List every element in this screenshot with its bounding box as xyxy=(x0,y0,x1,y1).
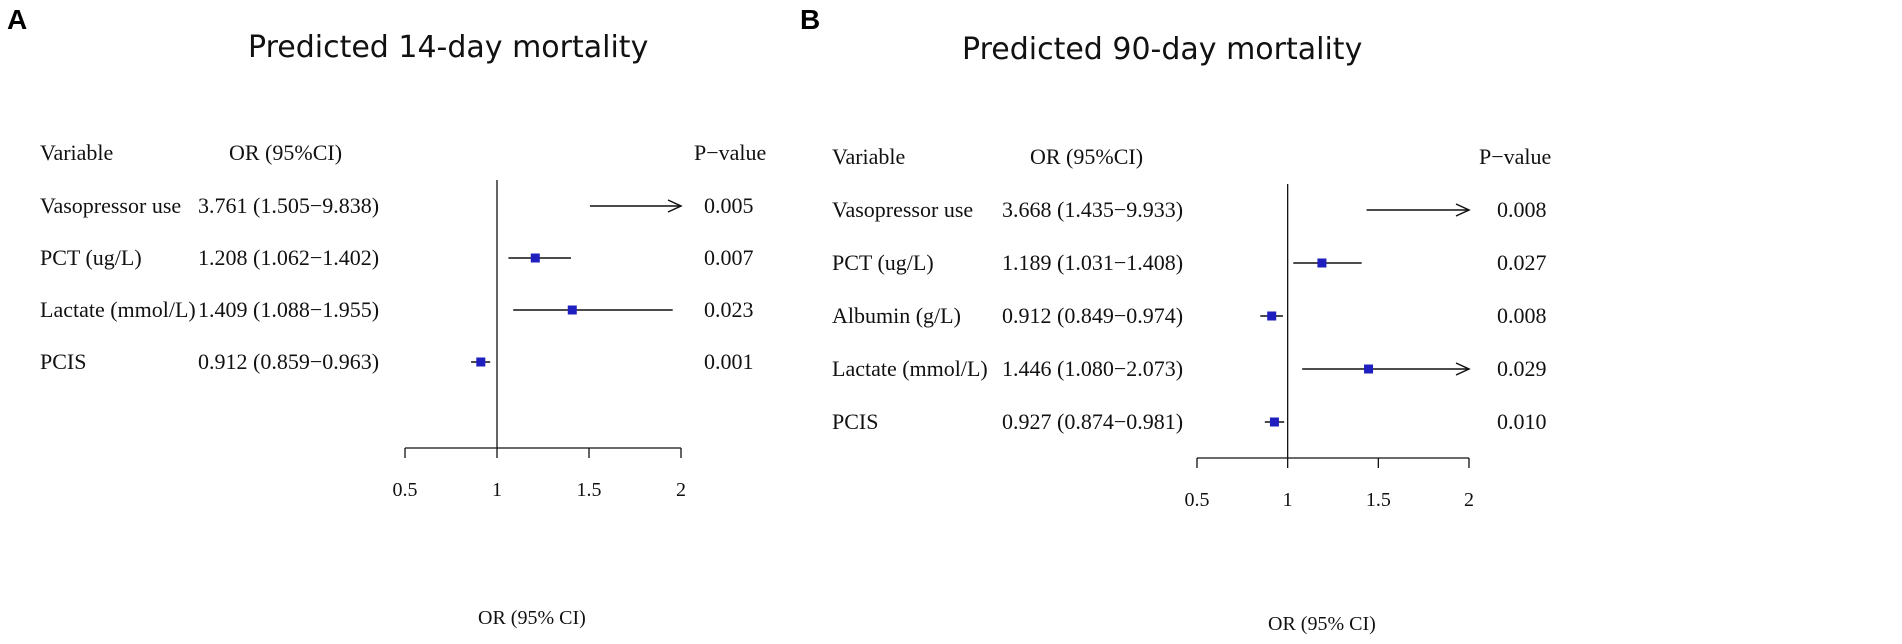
row-p-value-b: 0.027 xyxy=(1497,250,1547,275)
ci-arrow-a xyxy=(667,199,683,213)
row-variable-label-a: PCIS xyxy=(40,349,87,374)
x-tick-label-b: 1.5 xyxy=(1366,489,1391,511)
row-or-text-b: 3.668 (1.435−9.933) xyxy=(1002,197,1184,222)
row-p-value-b: 0.010 xyxy=(1497,409,1547,434)
row-or-text-a: 1.208 (1.062−1.402) xyxy=(198,245,380,270)
header-variable-b: Variable xyxy=(832,144,906,169)
row-variable-label-a: PCT (ug/L) xyxy=(40,245,142,270)
row-or-text-b: 0.912 (0.849−0.974) xyxy=(1002,303,1184,328)
or-marker-a xyxy=(567,305,577,315)
x-tick-label-a: 0.5 xyxy=(393,479,418,501)
row-variable-label-b: Vasopressor use xyxy=(832,197,974,222)
row-or-text-a: 3.761 (1.505−9.838) xyxy=(198,193,380,218)
x-tick-label-b: 0.5 xyxy=(1185,489,1210,511)
or-marker-a xyxy=(476,357,486,367)
row-p-value-a: 0.023 xyxy=(704,297,754,322)
panel-title-a: Predicted 14-day mortality xyxy=(248,30,649,65)
or-marker-a xyxy=(530,253,540,263)
row-p-value-a: 0.001 xyxy=(704,349,754,374)
row-p-value-a: 0.005 xyxy=(704,193,754,218)
row-variable-label-b: PCIS xyxy=(832,409,879,434)
x-tick-label-a: 1.5 xyxy=(577,479,602,501)
or-marker-b xyxy=(1267,311,1277,321)
x-tick-label-a: 2 xyxy=(676,479,686,501)
ci-arrow-b xyxy=(1455,203,1471,217)
x-tick-label-a: 1 xyxy=(492,479,502,501)
row-variable-label-b: Lactate (mmol/L) xyxy=(832,356,988,381)
x-tick-label-b: 1 xyxy=(1283,489,1293,511)
row-or-text-b: 1.189 (1.031−1.408) xyxy=(1002,250,1184,275)
or-marker-b xyxy=(1269,417,1279,427)
row-variable-label-a: Vasopressor use xyxy=(40,193,182,218)
panel-title-b: Predicted 90-day mortality xyxy=(962,32,1363,67)
header-or-a: OR (95%CI) xyxy=(229,140,343,165)
row-p-value-b: 0.008 xyxy=(1497,303,1547,328)
panel-label-a: A xyxy=(7,4,28,35)
panel-label-b: B xyxy=(800,4,821,35)
or-marker-b xyxy=(1317,258,1327,268)
header-or-b: OR (95%CI) xyxy=(1030,144,1144,169)
row-p-value-a: 0.007 xyxy=(704,245,754,270)
x-axis-label-a: OR (95% CI) xyxy=(478,607,586,629)
x-axis-label-b: OR (95% CI) xyxy=(1268,613,1376,635)
x-tick-label-b: 2 xyxy=(1464,489,1474,511)
ci-arrow-b xyxy=(1455,362,1471,376)
row-p-value-b: 0.029 xyxy=(1497,356,1547,381)
row-p-value-b: 0.008 xyxy=(1497,197,1547,222)
header-variable-a: Variable xyxy=(40,140,114,165)
row-variable-label-b: Albumin (g/L) xyxy=(832,303,961,328)
row-or-text-a: 0.912 (0.859−0.963) xyxy=(198,349,380,374)
header-pvalue-b: P−value xyxy=(1479,144,1552,169)
header-pvalue-a: P−value xyxy=(694,140,767,165)
row-variable-label-a: Lactate (mmol/L) xyxy=(40,297,196,322)
or-marker-b xyxy=(1364,364,1374,374)
row-variable-label-b: PCT (ug/L) xyxy=(832,250,934,275)
row-or-text-b: 1.446 (1.080−2.073) xyxy=(1002,356,1184,381)
row-or-text-b: 0.927 (0.874−0.981) xyxy=(1002,409,1184,434)
row-or-text-a: 1.409 (1.088−1.955) xyxy=(198,297,380,322)
